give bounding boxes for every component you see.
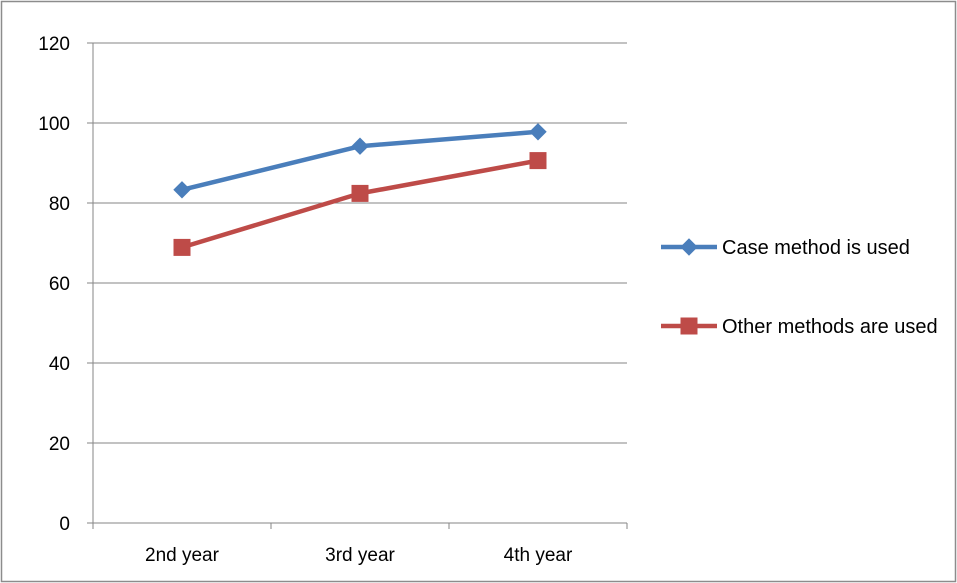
legend: Case method is used Other methods are use…	[661, 237, 938, 338]
legend-item: Other methods are used	[661, 316, 938, 338]
y-tick-label: 40	[49, 354, 70, 375]
series-2	[173, 152, 547, 256]
legend-label-line: Other methods are used	[722, 316, 938, 338]
data-point	[351, 137, 369, 155]
data-point	[173, 181, 191, 199]
data-point	[173, 238, 191, 256]
data-point	[351, 184, 369, 202]
gridlines	[93, 42, 627, 444]
x-tick-label: 4th year	[504, 545, 573, 566]
series-1	[173, 123, 547, 199]
data-point	[529, 152, 547, 170]
axes	[87, 42, 628, 529]
y-tick-label: 100	[38, 114, 70, 135]
x-axis-tick-labels: 2nd year 3rd year 4th year	[145, 545, 573, 566]
y-axis-tick-labels: 0 20 40 60 80 100 120	[38, 34, 70, 535]
legend-label: Other methods are used	[722, 316, 938, 338]
y-tick-label: 20	[49, 434, 70, 455]
x-tick-label: 3rd year	[325, 545, 395, 566]
y-tick-label: 0	[59, 514, 70, 535]
y-tick-label: 80	[49, 194, 70, 215]
y-tick-label: 120	[38, 34, 70, 55]
legend-label: Case method is used	[722, 237, 910, 259]
legend-marker	[680, 317, 698, 335]
legend-label-line: Case method is used	[722, 237, 910, 259]
legend-marker	[680, 238, 698, 256]
legend-item: Case method is used	[661, 237, 910, 259]
series-lines	[173, 123, 547, 256]
y-tick-label: 60	[49, 274, 70, 295]
data-point	[529, 123, 547, 141]
x-tick-label: 2nd year	[145, 545, 220, 566]
